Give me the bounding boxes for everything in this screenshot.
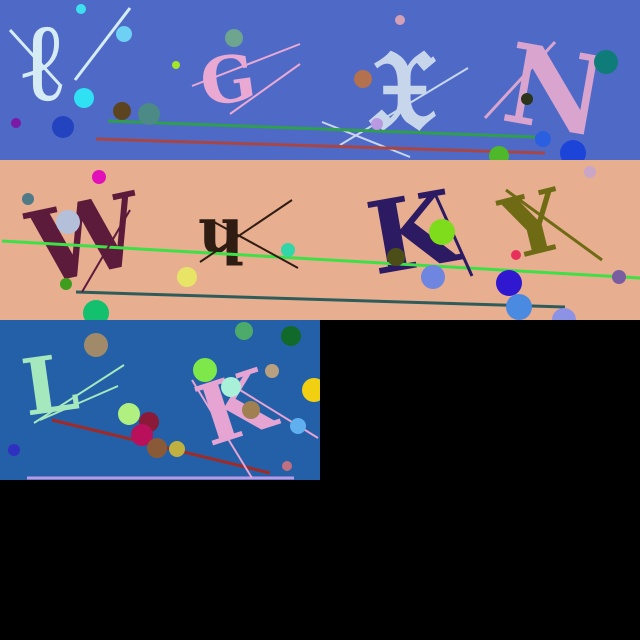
noise-dot (8, 444, 20, 456)
noise-line (339, 67, 469, 146)
noise-dot (74, 88, 94, 108)
noise-dot (395, 15, 405, 25)
noise-dot (496, 270, 522, 296)
noise-dot (281, 243, 295, 257)
noise-line (8, 28, 62, 87)
captcha-panel-3: L K (0, 320, 320, 480)
noise-line (95, 137, 546, 155)
glyph-3: 𝔛 (368, 25, 437, 154)
captcha-panel-1: ℓ G 𝔛 N (0, 0, 640, 160)
noise-dot (118, 403, 140, 425)
noise-dot (489, 146, 509, 160)
noise-line (75, 290, 566, 309)
noise-dot (560, 140, 586, 160)
noise-dot (113, 102, 131, 120)
noise-dot (52, 116, 74, 138)
noise-dot (612, 270, 626, 284)
noise-line (483, 40, 557, 120)
noise-line (191, 43, 301, 87)
noise-dot (84, 333, 108, 357)
noise-line (39, 385, 119, 421)
glyph-6: ɥ (198, 193, 245, 268)
noise-dot (56, 210, 80, 234)
noise-dot (193, 358, 217, 382)
noise-line (229, 63, 301, 115)
noise-dot (225, 29, 243, 47)
noise-dot (60, 278, 72, 290)
panel-2-canvas: W ɥ K Y (0, 160, 640, 320)
noise-line (191, 379, 253, 479)
empty-region-bottom (0, 480, 640, 640)
noise-dot (371, 118, 383, 130)
panel-1-canvas: ℓ G 𝔛 N (0, 0, 640, 160)
noise-line (81, 209, 131, 293)
noise-dot (506, 294, 532, 320)
glyph-1: ℓ (22, 0, 63, 126)
noise-dot (302, 378, 320, 402)
noise-dot (281, 326, 301, 346)
noise-dot (594, 50, 618, 74)
glyph-9: L (17, 337, 84, 435)
noise-line (239, 389, 319, 439)
panel-3-canvas: L K (0, 320, 320, 480)
noise-dot (265, 364, 279, 378)
noise-dot (83, 300, 109, 320)
noise-dot (221, 377, 241, 397)
noise-line (33, 364, 125, 424)
noise-dot (552, 308, 576, 320)
noise-dot (421, 265, 445, 289)
noise-dot (242, 401, 260, 419)
noise-dot (511, 250, 521, 260)
noise-line (73, 7, 132, 81)
noise-dot (172, 61, 180, 69)
noise-dot (282, 461, 292, 471)
noise-dot (11, 118, 21, 128)
noise-dot (177, 267, 197, 287)
noise-dot (521, 93, 533, 105)
noise-dot (22, 193, 34, 205)
noise-dot (584, 166, 596, 178)
noise-line (321, 121, 411, 158)
noise-dot (387, 248, 405, 266)
noise-dot (535, 131, 551, 147)
captcha-panel-2: W ɥ K Y (0, 160, 640, 320)
noise-dot (354, 70, 372, 88)
panel-1-background (0, 0, 640, 160)
noise-line (505, 188, 603, 262)
noise-line (213, 221, 299, 269)
noise-line (199, 199, 293, 263)
noise-dot (235, 322, 253, 340)
noise-dot (131, 424, 153, 446)
noise-dot (76, 4, 86, 14)
noise-dot (147, 438, 167, 458)
noise-dot (138, 103, 160, 125)
noise-line (107, 119, 536, 139)
noise-dot (290, 418, 306, 434)
noise-dot (169, 441, 185, 457)
empty-region (320, 320, 640, 480)
noise-dot (116, 26, 132, 42)
noise-dot (92, 170, 106, 184)
noise-dot (429, 219, 455, 245)
